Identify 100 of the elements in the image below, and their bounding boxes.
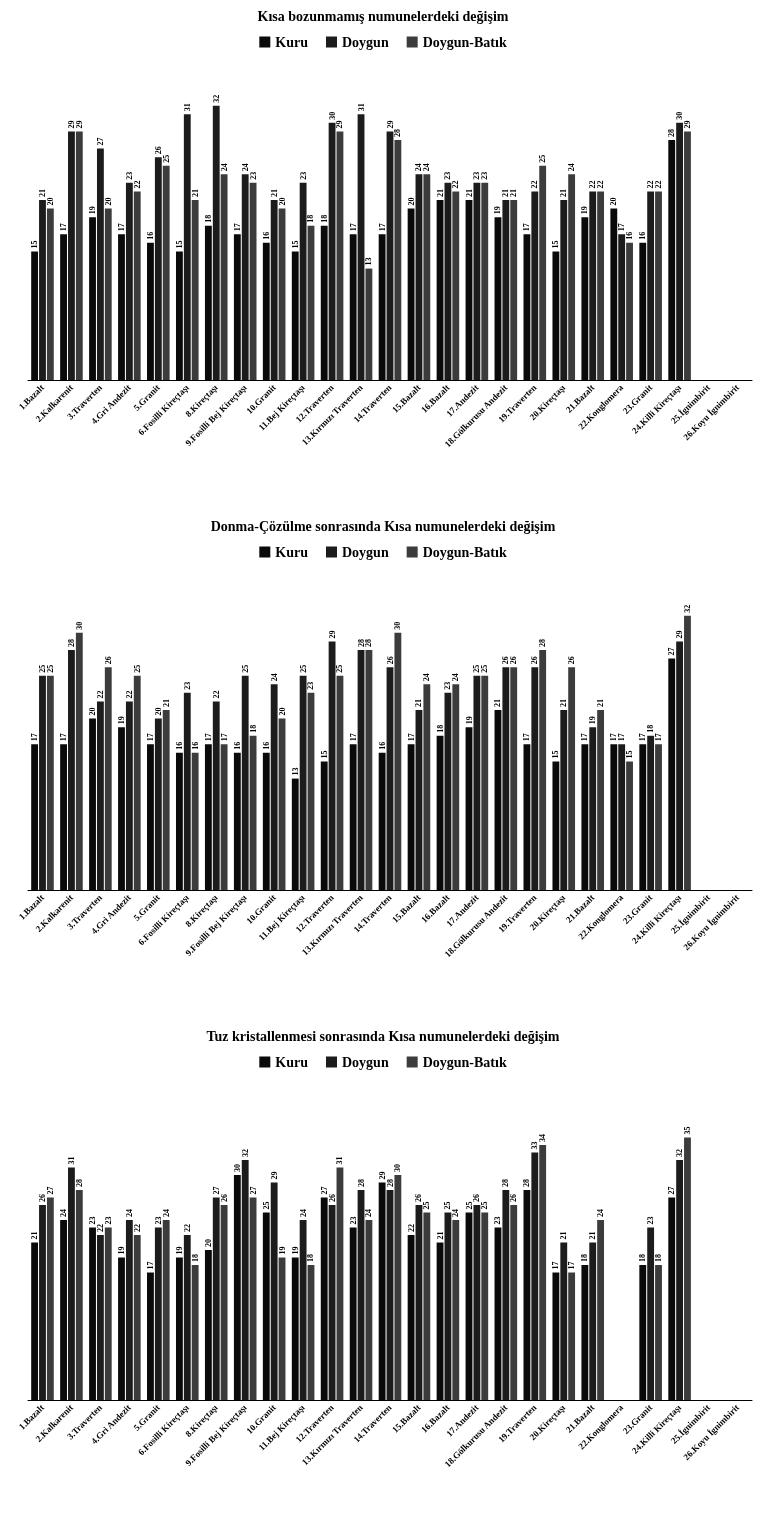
data-label: 29: [66, 120, 76, 129]
data-label: 23: [88, 1216, 98, 1225]
legend-label: Doygun-Batık: [422, 544, 507, 560]
bar: [125, 182, 133, 380]
data-label: 21: [559, 1231, 569, 1240]
bar: [104, 208, 112, 380]
data-label: 16: [174, 741, 184, 750]
bar: [597, 1220, 605, 1400]
data-label: 16: [232, 741, 242, 750]
bar: [270, 1182, 278, 1400]
bar: [328, 641, 336, 890]
bar: [531, 191, 539, 380]
data-label: 29: [335, 120, 345, 129]
data-label: 19: [277, 1246, 287, 1255]
data-label: 21: [559, 189, 569, 197]
bar: [133, 1235, 141, 1400]
data-label: 19: [464, 716, 474, 725]
data-label: 23: [248, 171, 258, 180]
legend-label: Doygun: [341, 34, 389, 50]
data-label: 30: [675, 111, 685, 120]
data-label: 19: [290, 1246, 300, 1255]
data-label: 28: [393, 129, 403, 137]
data-label: 22: [132, 1224, 142, 1232]
data-label: 20: [406, 197, 416, 206]
data-label: 23: [298, 171, 308, 180]
data-label: 15: [551, 750, 561, 759]
legend-label: Kuru: [275, 1054, 309, 1070]
data-label: 18: [580, 1254, 590, 1262]
bar: [589, 1242, 597, 1400]
data-label: 21: [30, 1231, 40, 1240]
bar: [75, 131, 83, 380]
data-label: 32: [211, 94, 221, 103]
bar: [96, 1235, 104, 1400]
bar: [299, 675, 307, 890]
bar: [154, 157, 162, 380]
bar: [597, 710, 605, 890]
data-label: 26: [103, 656, 113, 665]
bar: [626, 761, 633, 890]
data-label: 29: [327, 630, 337, 639]
bar: [68, 650, 75, 890]
data-label: 19: [88, 206, 98, 215]
data-label: 31: [356, 103, 366, 112]
data-label: 32: [675, 1149, 685, 1157]
bar: [502, 1190, 510, 1400]
data-label: 30: [74, 621, 84, 630]
data-label: 23: [646, 1216, 656, 1225]
data-label: 21: [161, 699, 171, 707]
data-label: 21: [414, 699, 424, 707]
data-label: 18: [306, 214, 316, 223]
bar: [452, 191, 460, 380]
data-label: 18: [435, 724, 445, 733]
bar: [365, 650, 373, 890]
bar: [68, 1167, 75, 1400]
data-label: 23: [153, 1216, 163, 1225]
data-label: 15: [551, 240, 561, 249]
bar: [46, 208, 54, 380]
data-label: 17: [348, 733, 358, 742]
bar: [270, 200, 278, 380]
data-label: 31: [182, 103, 192, 112]
legend-label: Kuru: [275, 34, 309, 50]
bar: [568, 667, 576, 890]
data-label: 17: [30, 733, 40, 742]
data-label: 15: [174, 240, 184, 249]
bar: [423, 684, 431, 890]
bar: [655, 191, 662, 380]
data-label: 26: [219, 1194, 229, 1202]
data-label: 15: [625, 750, 635, 759]
data-label: 16: [261, 231, 271, 240]
data-label: 18: [203, 214, 213, 223]
data-label: 27: [95, 137, 105, 146]
bar: [39, 1205, 46, 1400]
data-label: 26: [472, 1194, 482, 1202]
data-label: 25: [261, 1201, 271, 1210]
data-label: 20: [45, 197, 55, 206]
data-label: 17: [638, 733, 648, 742]
data-label: 26: [509, 1194, 519, 1202]
data-label: 17: [145, 1261, 155, 1270]
data-label: 25: [538, 154, 548, 163]
bar: [125, 701, 133, 890]
bar: [684, 1137, 691, 1400]
bar: [191, 200, 199, 380]
data-label: 24: [567, 163, 577, 172]
legend-label: Kuru: [275, 544, 309, 560]
bar: [75, 632, 83, 890]
bar: [510, 667, 518, 890]
legend-label: Doygun: [341, 1054, 389, 1070]
data-label: 17: [348, 223, 358, 232]
bar: [560, 710, 568, 890]
data-label: 17: [59, 223, 69, 232]
data-label: 29: [385, 120, 395, 129]
bar: [502, 667, 510, 890]
data-label: 20: [277, 197, 287, 206]
bar: [394, 140, 402, 380]
bar: [46, 1197, 54, 1400]
data-label: 22: [95, 1224, 105, 1232]
data-label: 18: [190, 1254, 200, 1262]
data-label: 27: [248, 1186, 258, 1195]
data-label: 18: [319, 214, 329, 223]
data-label: 17: [551, 1261, 561, 1270]
data-label: 29: [682, 120, 692, 129]
